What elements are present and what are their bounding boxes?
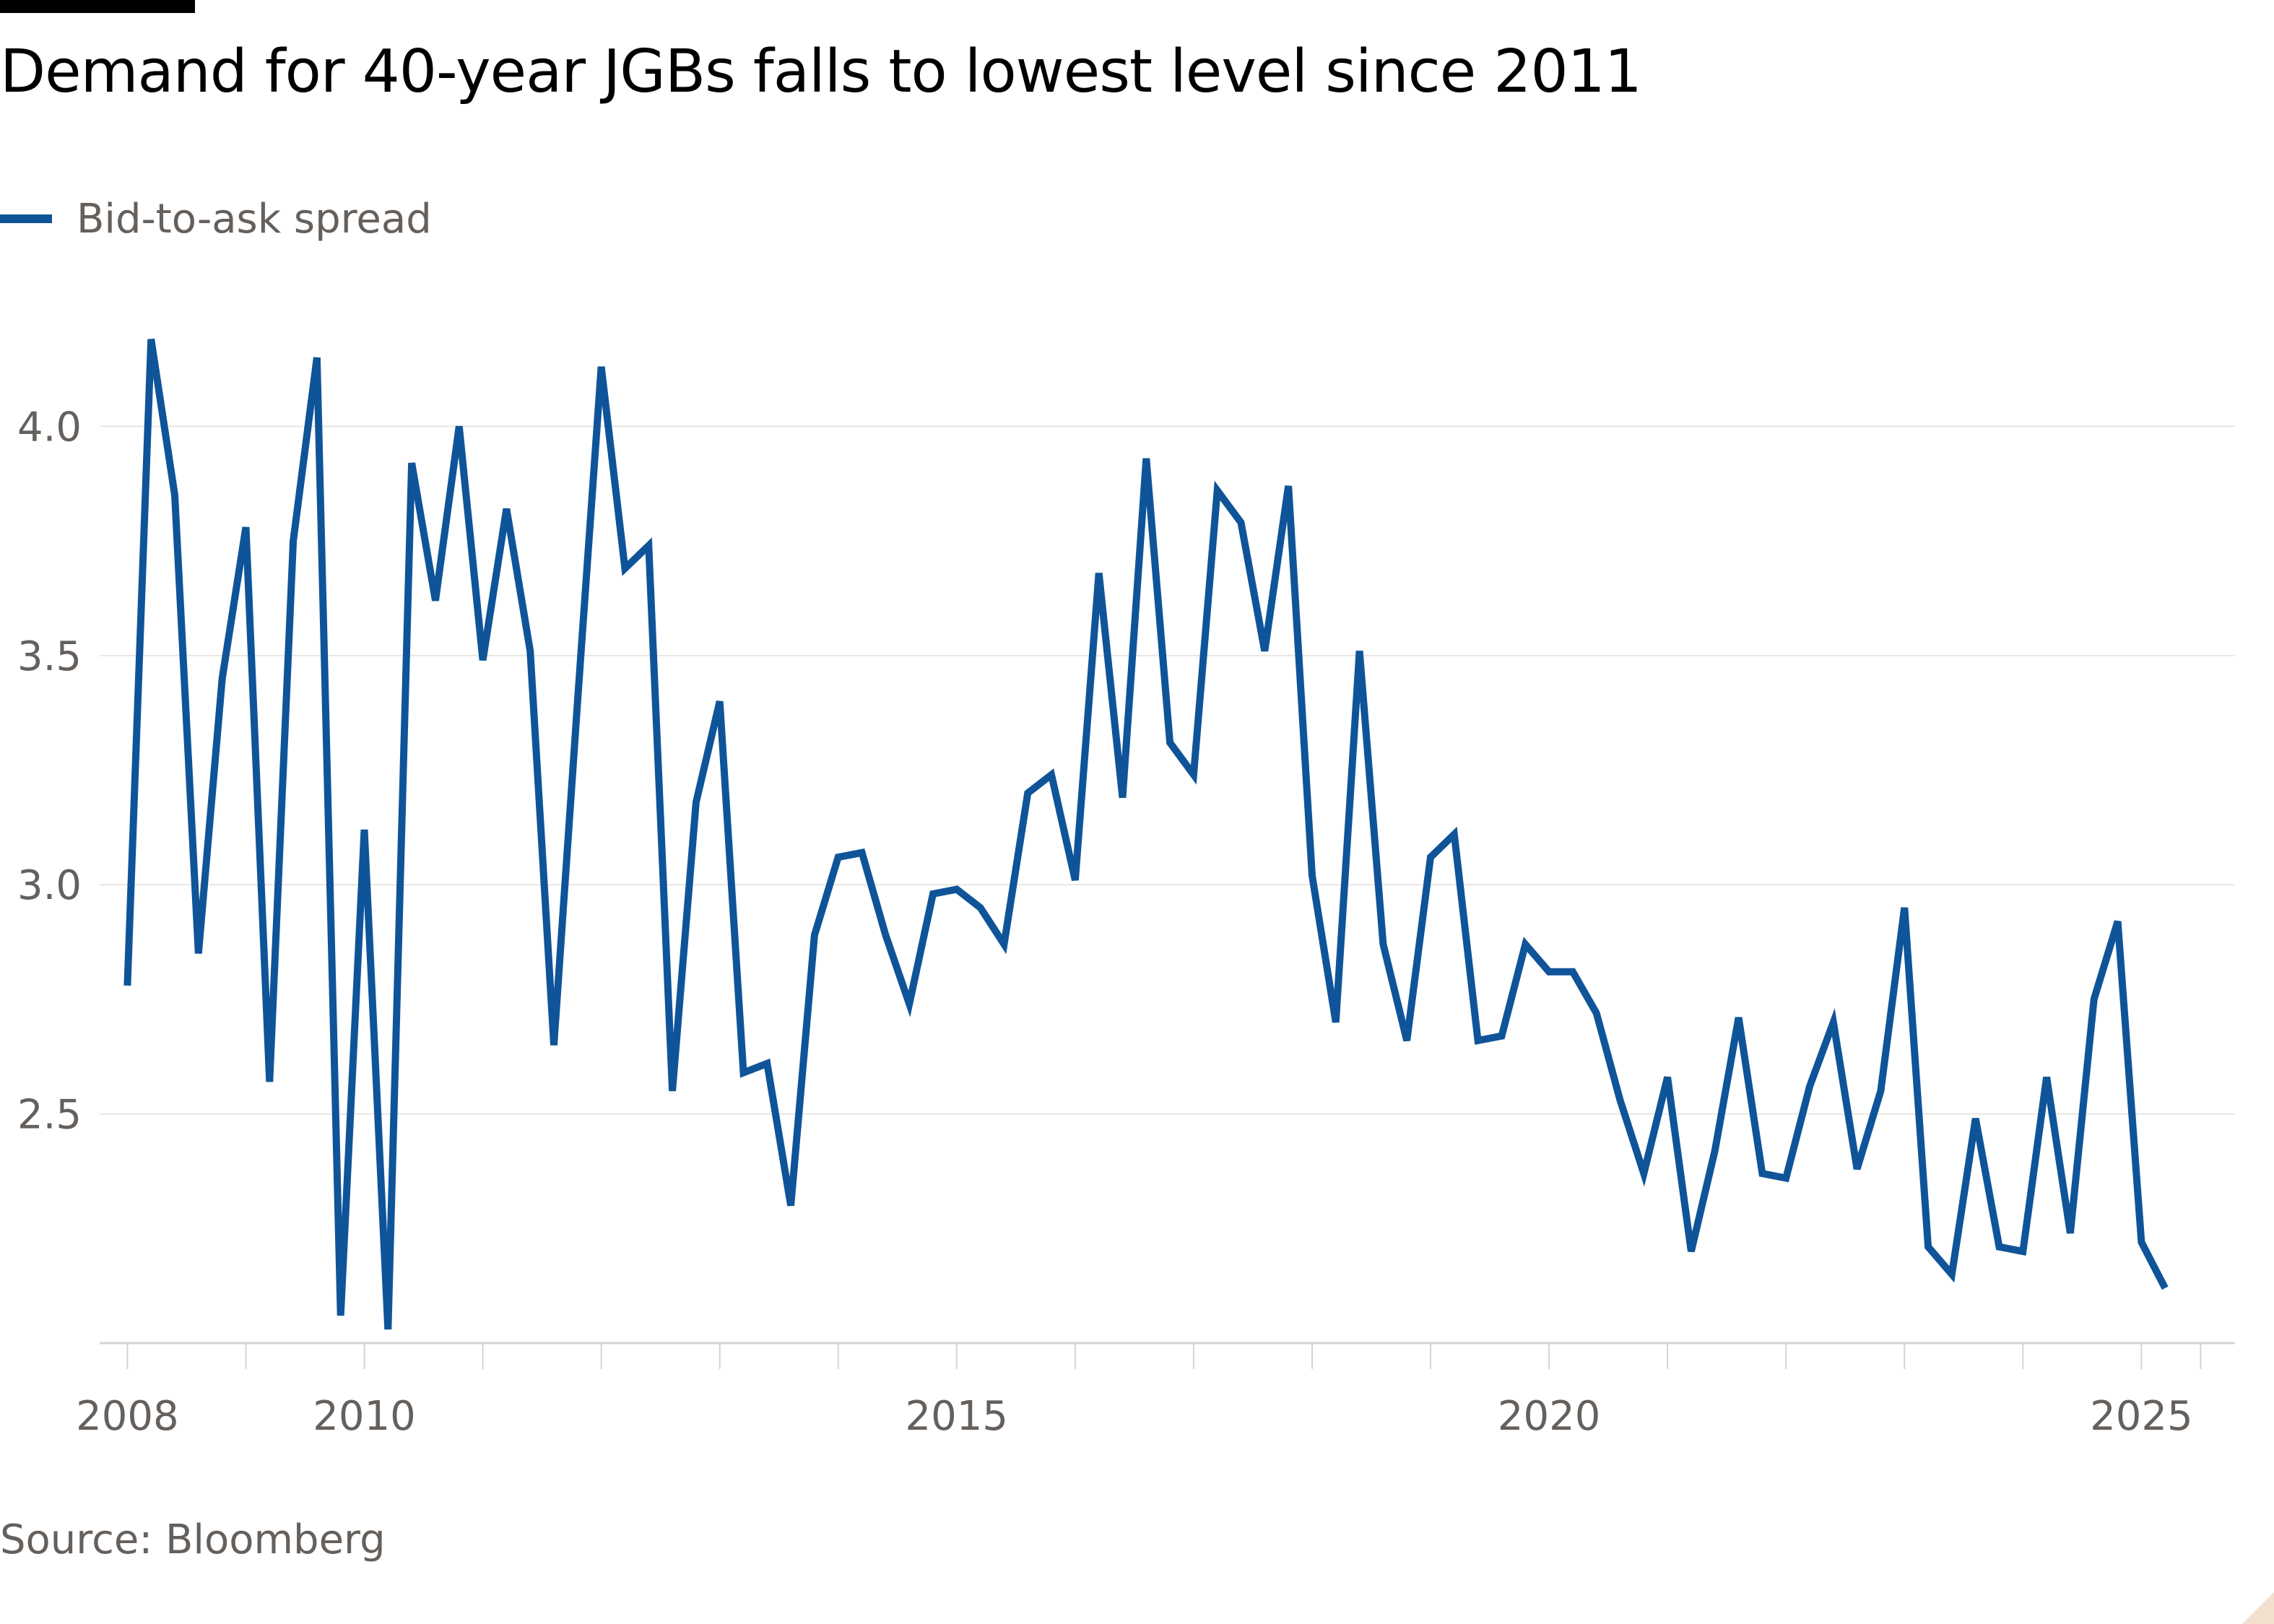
- legend-swatch: [0, 214, 52, 223]
- x-tick-label: 2008: [76, 1393, 179, 1440]
- corner-fold: [2242, 1592, 2274, 1624]
- series-line-bid-to-ask-spread: [123, 339, 2169, 1330]
- y-tick-label: 3.5: [17, 633, 82, 680]
- top-accent-bar: [0, 0, 195, 13]
- y-tick-label: 2.5: [17, 1092, 82, 1139]
- series-layer: [123, 339, 2169, 1330]
- y-tick-label: 3.0: [17, 862, 82, 909]
- line-chart: 2.5 3.0 3.5 4.0 2008 2010 2015 2020 2025: [17, 339, 2235, 1440]
- axis-layer: [100, 1342, 2235, 1369]
- source-note: Source: Bloomberg: [0, 1516, 386, 1563]
- label-layer: 2.5 3.0 3.5 4.0 2008 2010 2015 2020 2025: [17, 404, 2193, 1440]
- x-tick-label: 2025: [2090, 1393, 2193, 1440]
- legend: Bid-to-ask spread: [0, 194, 432, 244]
- chart-title: Demand for 40-year JGBs falls to lowest …: [0, 38, 1642, 106]
- x-tick-label: 2015: [906, 1393, 1009, 1440]
- x-tick-label: 2010: [313, 1393, 416, 1440]
- legend-label: Bid-to-ask spread: [77, 195, 432, 243]
- x-tick-label: 2020: [1498, 1393, 1601, 1440]
- y-tick-label: 4.0: [17, 404, 82, 451]
